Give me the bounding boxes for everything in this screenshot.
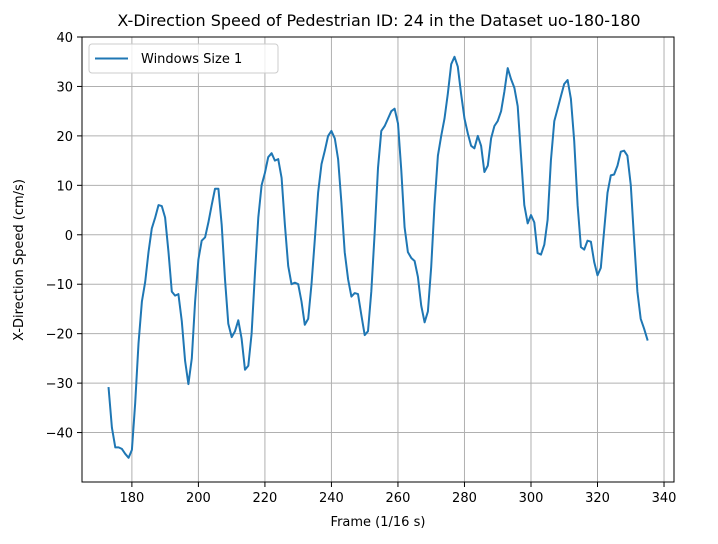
y-tick-label: 10 — [56, 179, 73, 194]
x-tick-label: 280 — [452, 491, 477, 506]
x-tick-label: 220 — [253, 491, 278, 506]
legend-box — [88, 43, 279, 74]
y-tick-label: −40 — [46, 427, 73, 442]
x-tick-label: 200 — [186, 491, 211, 506]
plot-frame — [81, 36, 675, 483]
x-tick-label: 240 — [319, 491, 344, 506]
x-axis-label: Frame (1/16 s) — [331, 515, 426, 530]
x-tick-label: 260 — [386, 491, 411, 506]
axis-ticks: 180 200 220 240 260 280 300 320 340 −40 −30 −20 −10 0… — [46, 31, 677, 506]
y-tick-label: 20 — [56, 130, 73, 145]
y-tick-label: −10 — [46, 278, 73, 293]
y-tick-label: −20 — [46, 328, 73, 343]
x-tick-label: 180 — [119, 491, 144, 506]
chart-title: X-Direction Speed of Pedestrian ID: 24 i… — [117, 11, 640, 30]
y-tick-label: 40 — [56, 31, 73, 46]
y-tick-label: −30 — [46, 377, 73, 392]
y-tick-label: 30 — [56, 80, 73, 95]
x-tick-label: 340 — [652, 491, 677, 506]
y-tick-label: 0 — [65, 229, 73, 244]
legend-label-windows-size-1: Windows Size 1 — [141, 52, 242, 67]
x-tick-label: 320 — [585, 491, 610, 506]
y-axis-label: X-Direction Speed (cm/s) — [12, 179, 27, 341]
plot-background — [82, 37, 674, 482]
series-line-windows-size-1 — [107, 55, 649, 459]
legend: Windows Size 1 — [88, 43, 279, 74]
x-tick-label: 300 — [519, 491, 544, 506]
